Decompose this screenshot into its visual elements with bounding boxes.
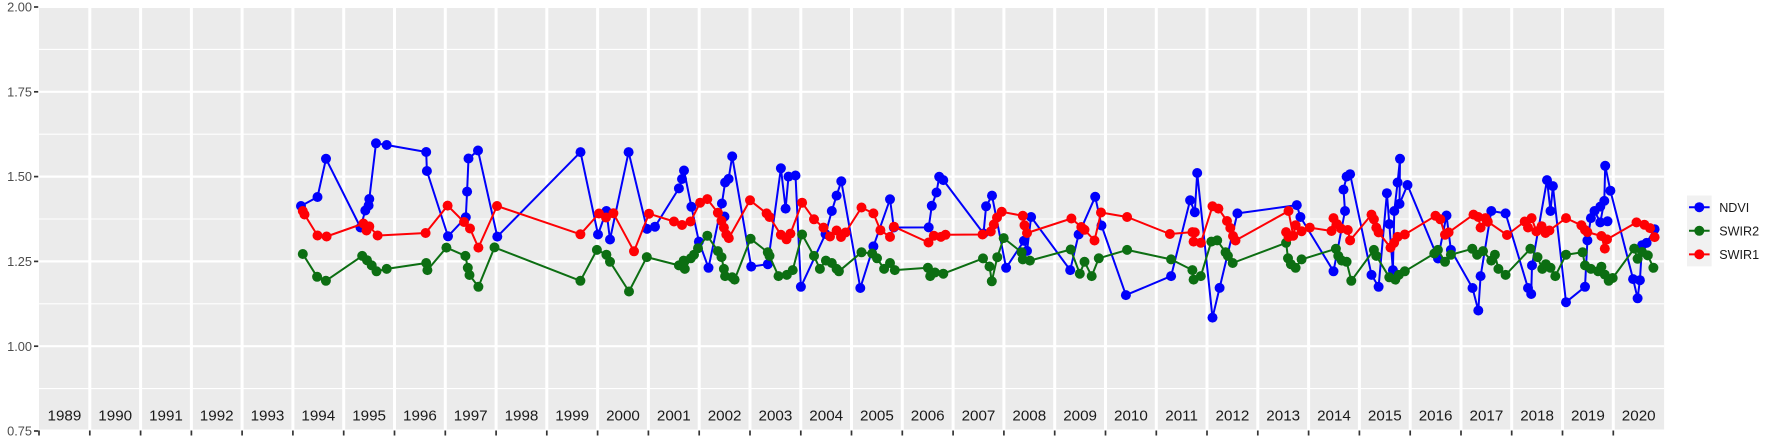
svg-text:2.00: 2.00 bbox=[7, 0, 32, 15]
svg-text:1998: 1998 bbox=[505, 408, 539, 425]
svg-text:1996: 1996 bbox=[403, 408, 437, 425]
svg-text:NDVI: NDVI bbox=[1719, 201, 1749, 215]
svg-text:1992: 1992 bbox=[200, 408, 234, 425]
svg-text:2007: 2007 bbox=[962, 408, 996, 425]
svg-text:2012: 2012 bbox=[1216, 408, 1250, 425]
svg-text:1993: 1993 bbox=[251, 408, 285, 425]
svg-text:2003: 2003 bbox=[759, 408, 793, 425]
svg-text:2000: 2000 bbox=[606, 408, 640, 425]
svg-text:1997: 1997 bbox=[454, 408, 488, 425]
svg-text:0.75: 0.75 bbox=[7, 424, 32, 439]
svg-text:2020: 2020 bbox=[1622, 408, 1656, 425]
svg-text:2015: 2015 bbox=[1368, 408, 1402, 425]
svg-text:2002: 2002 bbox=[708, 408, 742, 425]
svg-text:1999: 1999 bbox=[555, 408, 589, 425]
svg-text:2016: 2016 bbox=[1419, 408, 1453, 425]
svg-text:2010: 2010 bbox=[1114, 408, 1148, 425]
svg-text:1.25: 1.25 bbox=[7, 254, 32, 269]
svg-text:1991: 1991 bbox=[149, 408, 183, 425]
svg-text:2014: 2014 bbox=[1317, 408, 1351, 425]
svg-text:2005: 2005 bbox=[860, 408, 894, 425]
svg-text:1995: 1995 bbox=[352, 408, 386, 425]
svg-text:1.75: 1.75 bbox=[7, 84, 32, 99]
svg-text:1994: 1994 bbox=[301, 408, 335, 425]
svg-text:2009: 2009 bbox=[1063, 408, 1097, 425]
svg-text:2006: 2006 bbox=[911, 408, 945, 425]
svg-text:2013: 2013 bbox=[1266, 408, 1300, 425]
svg-text:2017: 2017 bbox=[1470, 408, 1504, 425]
svg-text:1990: 1990 bbox=[98, 408, 132, 425]
svg-text:2008: 2008 bbox=[1012, 408, 1046, 425]
svg-text:1989: 1989 bbox=[48, 408, 82, 425]
svg-text:1.00: 1.00 bbox=[7, 339, 32, 354]
svg-text:2011: 2011 bbox=[1165, 408, 1198, 425]
svg-text:2004: 2004 bbox=[809, 408, 843, 425]
svg-text:1.50: 1.50 bbox=[7, 169, 32, 184]
svg-text:2019: 2019 bbox=[1571, 408, 1605, 425]
svg-text:SWIR2: SWIR2 bbox=[1719, 225, 1759, 239]
svg-text:2018: 2018 bbox=[1520, 408, 1554, 425]
svg-text:SWIR1: SWIR1 bbox=[1719, 248, 1759, 262]
svg-text:2001: 2001 bbox=[657, 408, 691, 425]
